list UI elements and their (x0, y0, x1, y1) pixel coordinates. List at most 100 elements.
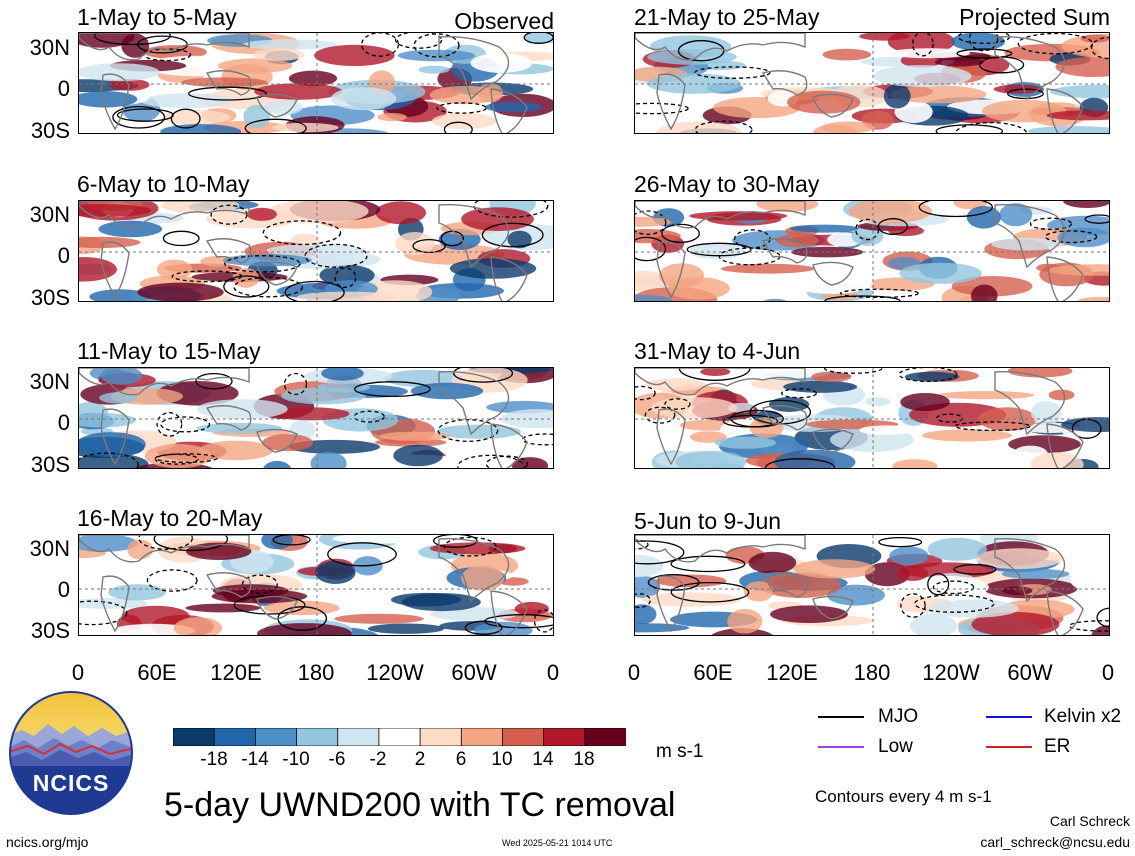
anomaly-blob (79, 204, 152, 217)
anomaly-blob (514, 601, 549, 616)
colorbar (172, 727, 627, 747)
contour (765, 458, 836, 468)
coastline (656, 575, 686, 633)
contour (436, 102, 487, 114)
contour (694, 66, 771, 79)
anomaly-blob (971, 284, 998, 301)
anomaly-blob (749, 417, 784, 439)
anomaly-blob (156, 259, 193, 280)
anomaly-blob (429, 85, 501, 105)
lon-label: 60E (693, 660, 733, 685)
anomaly-blob (367, 623, 445, 634)
contour (956, 48, 1013, 59)
anomaly-blob (951, 33, 1005, 51)
coastline (635, 33, 806, 61)
contour (79, 452, 139, 468)
colorbar-swatch (419, 727, 463, 747)
coastlines (635, 201, 1084, 301)
anomaly-blob (756, 201, 819, 212)
contour (170, 108, 201, 129)
lon-label: 120W (366, 660, 424, 685)
source-url[interactable]: ncics.org/mjo (6, 834, 89, 850)
contour (900, 593, 926, 618)
anomaly-blob (1070, 569, 1109, 592)
anomaly-blob (1057, 227, 1109, 248)
anomaly-blob (759, 572, 842, 598)
anomaly-blob (1063, 201, 1109, 208)
anomaly-blob (431, 112, 497, 130)
anomaly-blob (402, 593, 481, 612)
contour (354, 381, 431, 398)
colorbar-label: 2 (414, 749, 426, 770)
anomaly-blob (269, 201, 369, 224)
contour (432, 535, 478, 548)
colorbar-label: -14 (241, 749, 269, 770)
coastline (812, 261, 854, 286)
anomaly-blob (821, 121, 875, 133)
anomaly-blob (1055, 56, 1109, 77)
anomaly-blob (635, 216, 672, 227)
coastline (100, 241, 130, 299)
lat-label-30s: 30S (30, 118, 70, 143)
anomaly-blob (748, 551, 797, 574)
anomaly-field (635, 535, 1109, 635)
coastline (79, 201, 250, 229)
coastline (100, 73, 130, 131)
anomaly-blob (377, 113, 407, 122)
lat-label-eq: 0 (57, 76, 70, 101)
anomaly-blob (873, 65, 972, 88)
contour (224, 255, 301, 273)
coastlines (79, 535, 528, 635)
observed-label: Observed (454, 8, 554, 34)
legend-line-kelvin (986, 716, 1032, 718)
panel-title: 26-May to 30-May (634, 171, 820, 197)
anomaly-blob (330, 87, 397, 111)
panel-title: 31-May to 4-Jun (634, 338, 801, 364)
contour-lines (635, 33, 1109, 133)
coastlines (635, 535, 1084, 635)
coastline (205, 405, 252, 431)
contour (978, 56, 1025, 74)
coastline (438, 204, 510, 269)
anomaly-blob (864, 397, 891, 407)
coastlines (79, 201, 528, 301)
anomaly-blob (971, 612, 1060, 635)
anomaly-blob (511, 457, 549, 468)
anomaly-blob (79, 257, 117, 282)
contour (160, 416, 211, 433)
contour (464, 620, 503, 635)
contour (661, 223, 700, 244)
anomaly-blob (635, 623, 690, 633)
contour (327, 542, 397, 567)
panel-title: 1-May to 5-May (77, 4, 237, 30)
panel-title: 6-May to 10-May (77, 171, 250, 197)
coastline (635, 535, 806, 563)
contour (1029, 217, 1073, 231)
anomaly-blob (461, 207, 534, 231)
anomaly-blob (937, 391, 1035, 400)
coastline (256, 595, 298, 620)
lat-label-30n: 30N (29, 536, 70, 561)
coastline (490, 256, 528, 301)
coastline (438, 36, 510, 101)
colorbar-label: 18 (573, 749, 595, 770)
lon-label: 180 (853, 660, 891, 685)
contour (1007, 88, 1044, 100)
coastline (79, 368, 250, 396)
contour (360, 33, 400, 57)
anomaly-blob (1080, 34, 1109, 43)
anomaly-blob (314, 44, 395, 66)
anomaly-blob (332, 535, 424, 544)
coastline (79, 33, 250, 61)
contour (877, 218, 909, 235)
coastline (761, 70, 808, 96)
contour (195, 372, 233, 390)
anomaly-blob (272, 407, 350, 421)
anomaly-blob (321, 368, 364, 381)
contour (927, 573, 950, 596)
contour (481, 222, 544, 248)
coastlines (79, 368, 528, 468)
contour (394, 33, 443, 49)
anomaly-blob (934, 57, 984, 67)
author-email[interactable]: carl_schreck@ncsu.edu (980, 834, 1130, 850)
